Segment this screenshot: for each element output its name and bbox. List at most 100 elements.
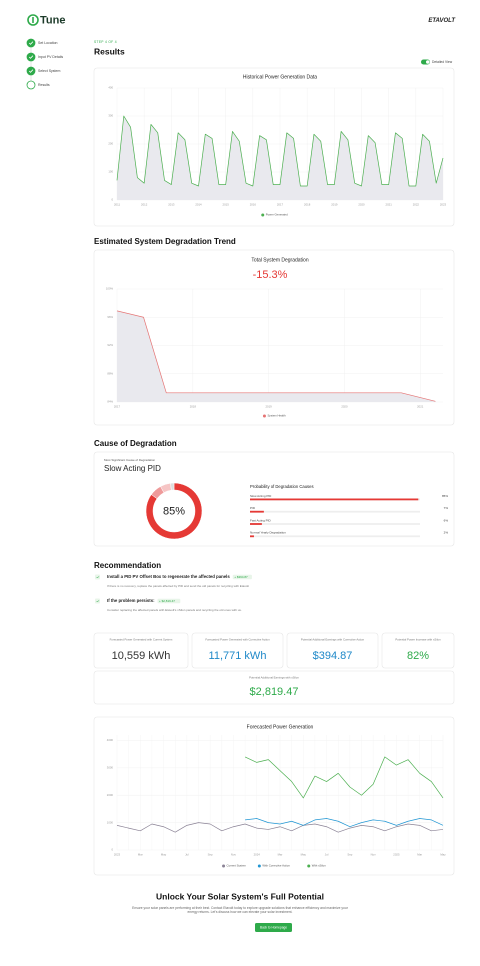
cause-item-label: Normal Yearly Degradation <box>250 531 286 535</box>
x-tick-label: 2015 <box>223 203 230 207</box>
y-tick-label: 100% <box>106 287 114 291</box>
brand: ETAVOLT <box>428 18 456 24</box>
page-title: Results <box>94 46 125 56</box>
rec-badge-label: + $394.87 <box>234 575 248 579</box>
x-tick-label: 2012 <box>141 203 148 207</box>
x-tick-label: 2014 <box>195 203 202 207</box>
stat-label: Potential Additional Earnings with Corre… <box>301 638 365 642</box>
rec-text: If there is no recovery, replace the pan… <box>107 584 249 588</box>
card <box>93 716 455 876</box>
stat-value: 10,559 kWh <box>112 650 171 662</box>
degradation-total: -15.3% <box>253 269 288 281</box>
x-tick-label: 2020 <box>341 405 348 409</box>
y-tick-label: 0 <box>111 198 113 202</box>
step-check <box>28 41 34 45</box>
legend-label: With xSilon <box>312 864 326 868</box>
footer-title: Unlock Your Solar System's Full Potentia… <box>156 891 324 901</box>
section-heading: Estimated System Degradation Trend <box>94 237 236 246</box>
rec-title: If the problem persists: <box>107 598 155 603</box>
cause-item-value: 6% <box>444 518 449 522</box>
legend-swatch <box>222 864 226 868</box>
x-tick-label: May <box>301 853 307 857</box>
toggle-label: Detailed View <box>432 60 453 64</box>
stat-value: 11,771 kWh <box>209 650 267 662</box>
x-tick-label: 2019 <box>266 405 273 409</box>
series-line <box>116 310 436 402</box>
legend-label: Current System <box>227 864 247 868</box>
bar-track <box>250 523 420 525</box>
x-tick-label: Nov <box>231 853 237 857</box>
card <box>381 632 455 669</box>
rec-text: Consider replacing the affected panels w… <box>107 608 242 612</box>
step-label: Input PV Details <box>38 55 63 59</box>
y-tick-label: 92% <box>107 343 113 347</box>
stat-label: Forecasted Power Generated with Current … <box>110 638 173 642</box>
bar <box>250 535 254 538</box>
step-label: Set Location <box>38 41 58 45</box>
x-tick-label: Jul <box>325 853 329 857</box>
cause-item-value: 7% <box>444 506 449 510</box>
x-tick-label: Sep <box>208 853 213 857</box>
section-heading: Recommendation <box>94 561 161 570</box>
probability-title: Probability of Degradation Causes <box>250 484 314 489</box>
x-tick-label: Jul <box>185 853 189 857</box>
x-tick-label: 2016 <box>250 203 257 207</box>
y-tick-label: 100 <box>108 170 113 174</box>
x-tick-label: May <box>440 853 446 857</box>
x-tick-label: 2025 <box>393 853 400 857</box>
back-button-label: Back to Homepage <box>260 925 287 929</box>
x-tick-label: Mar <box>278 853 283 857</box>
y-tick-label: 84% <box>107 400 113 404</box>
step-check <box>28 55 34 59</box>
step-indicator: STEP 4 OF 4 <box>94 40 117 44</box>
x-tick-label: 2017 <box>277 203 284 207</box>
logo-icon <box>27 14 39 26</box>
footer-text: Ensure your solar panels are performing … <box>132 906 348 915</box>
stat-value: $394.87 <box>313 650 353 662</box>
x-tick-label: Sep <box>347 853 352 857</box>
rec-icon-glyph <box>96 600 100 603</box>
step-label: Select System <box>38 69 60 73</box>
y-tick-label: 0 <box>111 848 113 852</box>
x-tick-label: 2018 <box>304 203 311 207</box>
rec-icon-glyph <box>96 576 100 579</box>
x-tick-label: Mar <box>417 853 422 857</box>
x-tick-label: 2013 <box>168 203 175 207</box>
x-tick-label: Nov <box>371 853 377 857</box>
stat-label: Potential Additional Earnings with xSilo… <box>249 676 299 680</box>
y-tick-label: 88% <box>107 371 113 375</box>
donut-slice <box>170 482 175 491</box>
x-tick-label: 2023 <box>114 853 121 857</box>
step-check <box>28 69 34 73</box>
stat-label: Potential Power Increase with xSilon <box>395 638 441 642</box>
y-tick-label: 200 <box>108 142 113 146</box>
series-line <box>116 822 444 833</box>
legend-label: Power Generated <box>266 213 288 217</box>
y-tick-label: 300 <box>108 114 113 118</box>
legend-label: With Corrective Action <box>262 864 290 868</box>
series-line <box>116 115 444 187</box>
area-fill <box>117 116 443 200</box>
stat-label: Forecasted Power Generated with Correcti… <box>205 638 270 642</box>
cause-item-value: 2% <box>444 531 449 535</box>
card <box>93 632 189 669</box>
series-line <box>245 818 444 828</box>
chart-title: Historical Power Generation Data <box>243 74 317 80</box>
y-tick-label: 400 <box>108 86 113 90</box>
x-tick-label: 2011 <box>114 203 120 207</box>
rec-badge <box>157 598 181 604</box>
stat-value: $2,819.47 <box>250 686 299 698</box>
rec-icon <box>95 574 100 580</box>
x-tick-label: 2024 <box>254 853 261 857</box>
legend-swatch <box>307 864 311 868</box>
bar <box>250 510 264 513</box>
step-circle <box>26 38 36 48</box>
cause-item-label: Slow Acting PID <box>250 494 272 498</box>
y-tick-label: 1000 <box>107 820 114 824</box>
x-tick-label: 2018 <box>190 405 197 409</box>
chart-title: Total System Degradation <box>251 257 308 263</box>
area-fill <box>117 310 436 402</box>
back-button[interactable] <box>255 923 292 932</box>
x-tick-label: 2022 <box>413 203 420 207</box>
